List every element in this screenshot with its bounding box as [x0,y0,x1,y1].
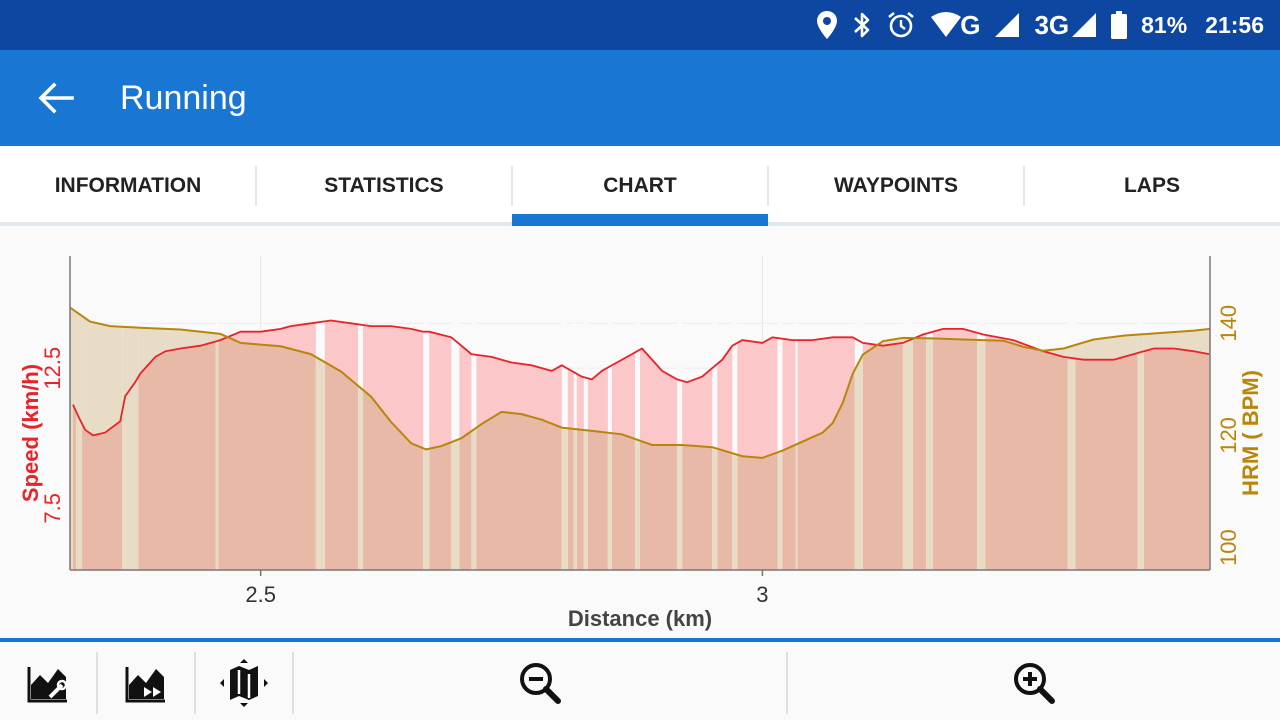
speed-gap-band [732,256,738,570]
tab-chart[interactable]: CHART [603,174,677,197]
hrm-area-gap [76,311,83,570]
page-title: Running [120,79,247,117]
hrm-area-gap [315,357,325,570]
speed-gap-band [471,256,477,570]
hrm-area-gap [471,427,477,570]
hrm-area-gap [122,326,139,570]
back-button[interactable] [34,76,78,120]
location-icon [816,10,838,40]
hrm-area-gap [677,445,683,570]
chart-play-button[interactable] [98,648,194,718]
network-g: G [960,9,981,40]
speed-gap-band [712,256,718,570]
hrm-tick-label: 140 [1216,305,1241,342]
app-bar: Running [0,50,1280,146]
speed-gap-band [423,256,430,570]
zoom-in-button[interactable] [788,648,1280,718]
hrm-area-gap [451,438,460,570]
chart-settings-icon [27,667,68,703]
map-button[interactable] [196,648,292,718]
hrm-area-gap [561,427,568,570]
tick-labels: 2.5 3 7.5 12.5 100 120 140 [40,305,1241,607]
x-tick-label: 3 [756,582,768,607]
hrm-area-gap [1067,344,1076,570]
hrm-area-gap [854,354,863,570]
hrm-area-gap [215,333,219,570]
hrm-area-gap [795,443,798,570]
alarm-icon [886,10,916,40]
speed-tick-label: 7.5 [40,493,65,524]
speed-gaps [76,256,1144,570]
hrm-area-gap [777,450,783,570]
clock: 21:56 [1205,11,1264,38]
speed-gap-band [573,256,577,570]
chart[interactable]: 2.5 3 7.5 12.5 100 120 140 Distance (km) Speed… [0,226,1280,638]
zoom-out-icon [520,663,561,704]
status-bar: G 3G 81% 21:56 [0,0,1280,50]
network-3g: 3G [1034,10,1097,41]
hrm-area-gap [926,338,934,570]
signal-icon [994,12,1020,38]
bluetooth-icon [852,10,872,40]
chart-play-icon [125,667,165,703]
hrm-area-gap [732,453,738,570]
bottom-toolbar [0,638,1280,720]
speed-gap-band [607,256,612,570]
toolbar-divider [96,652,98,714]
hrm-area-gap [607,432,612,570]
hrm-tick-label: 100 [1216,529,1241,566]
battery-percent: 81% [1141,11,1188,38]
chart-settings-button[interactable] [0,648,96,718]
speed-gap-band [677,256,683,570]
tab-statistics[interactable]: STATISTICS [324,174,444,197]
speed-series-line [72,319,1210,437]
tab-divider [1023,166,1025,206]
hrm-tick-label: 120 [1216,417,1241,454]
speed-axis-label: Speed (km/h) [18,364,43,502]
hrm-area-gap [1137,334,1144,570]
hrm-area-gap [423,448,430,570]
hrm-area-gap [977,339,986,570]
tab-divider [767,166,769,206]
hrm-area-gap [573,428,577,570]
tab-divider [255,166,257,206]
toolbar-divider [786,652,788,714]
chart-panel[interactable]: 2.5 3 7.5 12.5 100 120 140 Distance (km) Speed… [0,226,1280,638]
x-axis-label: Distance (km) [568,606,712,631]
battery-icon [1111,11,1128,39]
speed-gap-band [777,256,783,570]
hrm-area-gap [358,385,364,570]
hrm-area-gap [902,337,913,570]
x-tick-label: 2.5 [245,582,276,607]
zoom-out-button[interactable] [294,648,786,718]
arrow-left-icon [38,82,74,114]
hrm-area-gap [634,438,641,570]
toolbar-divider [194,652,196,714]
speed-gap-band [451,256,460,570]
speed-tick-label: 12.5 [40,347,65,390]
speed-gap-band [795,256,798,570]
speed-gap-band [583,256,588,570]
toolbar-divider [292,652,294,714]
hrm-area-gap [583,430,588,570]
tab-laps[interactable]: LAPS [1123,174,1180,197]
tab-information[interactable]: INFORMATION [54,174,202,197]
hrm-axis-label: HRM ( BPM) [1238,370,1263,496]
hrm-series-line [69,306,1211,459]
wifi-icon: G [930,10,980,41]
zoom-in-icon [1014,663,1055,704]
tab-divider [511,166,513,206]
speed-gap-band [561,256,568,570]
map-icon [220,659,268,707]
active-tab-indicator [512,214,768,226]
speed-gap-band [634,256,640,570]
tab-waypoints[interactable]: WAYPOINTS [833,174,959,197]
hrm-area-gap [712,447,718,570]
